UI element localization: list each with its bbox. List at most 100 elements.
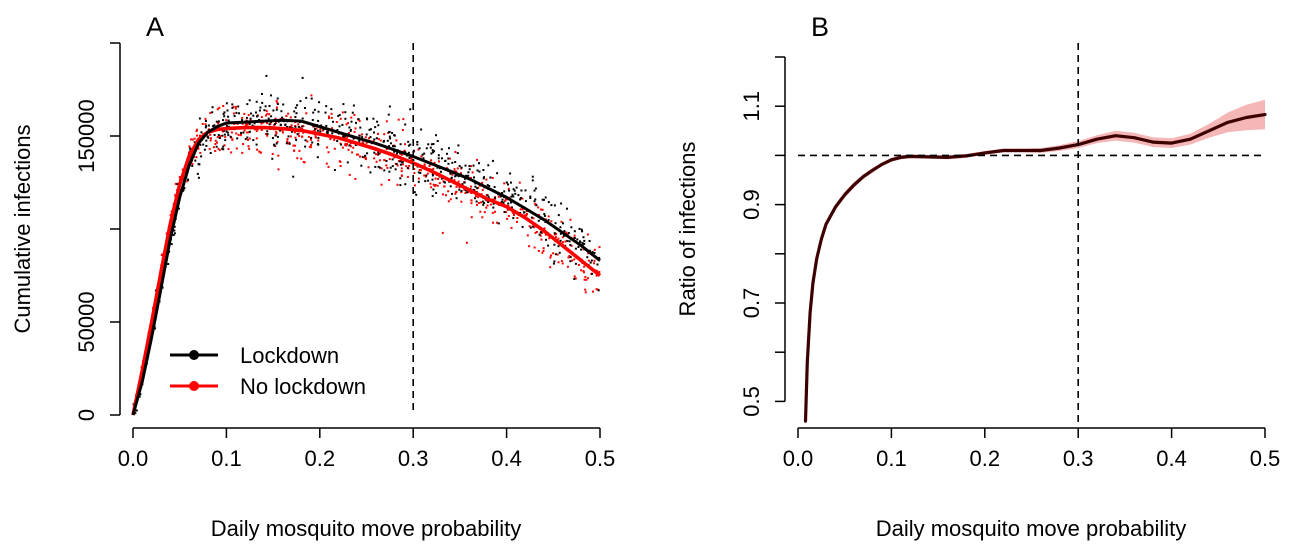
scatter-point-no-lockdown bbox=[255, 137, 258, 140]
panel-a-x-tick-label: 0.3 bbox=[398, 446, 429, 471]
legend-label-lockdown: Lockdown bbox=[240, 343, 339, 368]
scatter-point-no-lockdown bbox=[225, 119, 228, 122]
scatter-point-lockdown bbox=[519, 198, 522, 201]
scatter-point-no-lockdown bbox=[510, 226, 513, 229]
scatter-point-lockdown bbox=[236, 137, 239, 140]
scatter-point-lockdown bbox=[375, 137, 378, 140]
scatter-point-no-lockdown bbox=[277, 154, 280, 157]
scatter-point-lockdown bbox=[365, 133, 368, 136]
scatter-point-no-lockdown bbox=[413, 168, 416, 170]
scatter-point-no-lockdown bbox=[388, 179, 391, 181]
scatter-point-lockdown bbox=[509, 201, 512, 204]
scatter-point-lockdown bbox=[352, 137, 355, 140]
scatter-point-lockdown bbox=[276, 97, 279, 100]
scatter-point-no-lockdown bbox=[190, 138, 193, 141]
scatter-point-no-lockdown bbox=[402, 163, 404, 166]
scatter-point-no-lockdown bbox=[424, 175, 427, 178]
scatter-point-lockdown bbox=[583, 239, 586, 242]
scatter-point-no-lockdown bbox=[402, 118, 405, 121]
scatter-point-lockdown bbox=[464, 164, 467, 167]
scatter-point-lockdown bbox=[332, 120, 334, 123]
scatter-point-lockdown bbox=[203, 148, 206, 151]
scatter-point-lockdown bbox=[225, 130, 228, 133]
scatter-point-no-lockdown bbox=[432, 167, 435, 170]
scatter-point-no-lockdown bbox=[405, 165, 408, 168]
scatter-point-no-lockdown bbox=[429, 182, 432, 185]
scatter-point-no-lockdown bbox=[195, 156, 198, 159]
scatter-point-lockdown bbox=[386, 139, 389, 142]
scatter-point-lockdown bbox=[268, 123, 271, 126]
scatter-point-no-lockdown bbox=[186, 180, 189, 183]
scatter-point-no-lockdown bbox=[516, 220, 518, 223]
scatter-point-no-lockdown bbox=[260, 129, 263, 131]
scatter-point-lockdown bbox=[205, 144, 208, 147]
scatter-point-lockdown bbox=[270, 115, 273, 118]
scatter-point-lockdown bbox=[510, 206, 513, 209]
scatter-point-no-lockdown bbox=[485, 206, 488, 209]
scatter-point-lockdown bbox=[513, 189, 516, 192]
scatter-point-no-lockdown bbox=[483, 211, 486, 214]
scatter-point-lockdown bbox=[458, 188, 461, 191]
scatter-point-no-lockdown bbox=[519, 208, 522, 211]
scatter-point-no-lockdown bbox=[521, 197, 524, 200]
scatter-point-lockdown bbox=[539, 231, 542, 234]
scatter-point-lockdown bbox=[387, 113, 390, 116]
scatter-point-lockdown bbox=[419, 172, 422, 174]
scatter-point-no-lockdown bbox=[395, 139, 398, 142]
scatter-point-lockdown bbox=[454, 161, 457, 163]
scatter-point-lockdown bbox=[472, 164, 475, 167]
scatter-point-lockdown bbox=[374, 165, 377, 168]
scatter-point-lockdown bbox=[198, 163, 201, 166]
scatter-point-lockdown bbox=[271, 157, 274, 160]
scatter-point-no-lockdown bbox=[300, 157, 303, 160]
scatter-point-no-lockdown bbox=[541, 251, 544, 254]
scatter-point-no-lockdown bbox=[286, 140, 289, 143]
scatter-point-no-lockdown bbox=[528, 225, 531, 228]
scatter-point-no-lockdown bbox=[345, 144, 348, 147]
scatter-point-no-lockdown bbox=[214, 139, 217, 142]
scatter-point-lockdown bbox=[248, 99, 251, 102]
scatter-point-lockdown bbox=[478, 162, 480, 165]
scatter-point-no-lockdown bbox=[478, 184, 481, 187]
scatter-point-lockdown bbox=[189, 156, 192, 159]
scatter-point-lockdown bbox=[573, 277, 576, 280]
scatter-point-lockdown bbox=[222, 145, 225, 148]
scatter-point-lockdown bbox=[223, 129, 226, 132]
scatter-point-no-lockdown bbox=[544, 233, 547, 236]
panel-b-label: B bbox=[811, 12, 829, 42]
scatter-point-no-lockdown bbox=[328, 115, 330, 118]
scatter-point-no-lockdown bbox=[344, 144, 347, 147]
scatter-point-lockdown bbox=[562, 222, 564, 225]
scatter-point-lockdown bbox=[487, 196, 490, 199]
scatter-point-lockdown bbox=[499, 195, 502, 198]
scatter-point-lockdown bbox=[467, 171, 470, 174]
scatter-point-no-lockdown bbox=[541, 232, 544, 234]
panel-a-y-tick-label: 50000 bbox=[74, 291, 99, 352]
scatter-point-lockdown bbox=[535, 204, 538, 207]
scatter-point-lockdown bbox=[531, 175, 534, 178]
scatter-point-no-lockdown bbox=[353, 113, 356, 116]
scatter-point-lockdown bbox=[586, 256, 589, 259]
scatter-point-no-lockdown bbox=[195, 130, 198, 133]
scatter-point-lockdown bbox=[482, 169, 485, 171]
scatter-point-lockdown bbox=[399, 184, 402, 187]
scatter-point-lockdown bbox=[256, 115, 258, 118]
scatter-point-no-lockdown bbox=[217, 121, 219, 124]
scatter-point-no-lockdown bbox=[423, 163, 426, 166]
scatter-point-no-lockdown bbox=[218, 149, 221, 152]
scatter-point-no-lockdown bbox=[246, 131, 249, 134]
panel-b: B 0.0 0.1 0.2 0.3 0.4 0.5 0.5 0.7 0.9 1.1 Daily … bbox=[675, 12, 1280, 541]
scatter-point-lockdown bbox=[394, 168, 397, 171]
scatter-point-no-lockdown bbox=[234, 105, 237, 108]
scatter-point-no-lockdown bbox=[474, 195, 477, 198]
scatter-point-lockdown bbox=[270, 94, 272, 97]
scatter-point-lockdown bbox=[435, 134, 437, 137]
scatter-point-no-lockdown bbox=[445, 194, 447, 197]
scatter-point-no-lockdown bbox=[481, 181, 484, 184]
scatter-point-lockdown bbox=[563, 230, 566, 233]
scatter-point-lockdown bbox=[447, 162, 450, 165]
scatter-point-no-lockdown bbox=[418, 169, 421, 171]
scatter-point-no-lockdown bbox=[307, 135, 310, 138]
scatter-point-no-lockdown bbox=[404, 143, 406, 146]
scatter-point-lockdown bbox=[261, 93, 263, 95]
